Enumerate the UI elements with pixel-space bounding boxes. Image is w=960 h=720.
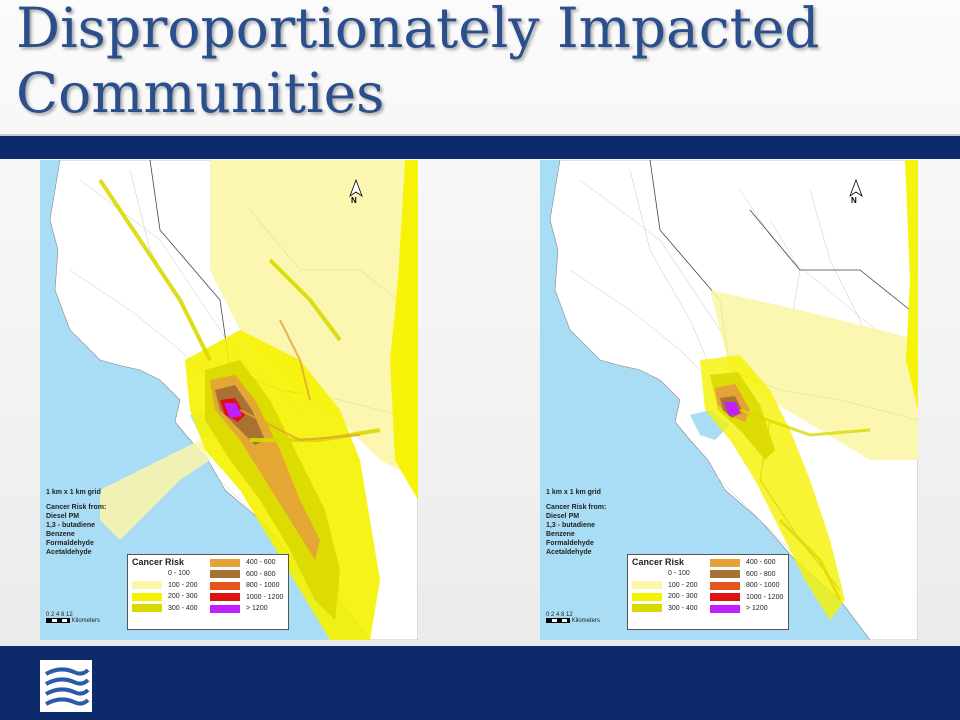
- legend-label: 600 - 800: [246, 570, 276, 578]
- legend-swatch: [710, 570, 740, 579]
- source-item: Acetaldehyde: [46, 549, 92, 556]
- slide-title-line2: Communities: [16, 61, 385, 125]
- legend-item: 200 - 300: [132, 591, 198, 603]
- legend-swatch: [210, 604, 240, 613]
- legend-swatch: [632, 581, 662, 590]
- legend-item: 100 - 200: [632, 580, 698, 592]
- cancer-risk-legend: Cancer Risk 0 - 100 100 - 200 200 - 300 …: [127, 554, 289, 630]
- source-item: Diesel PM: [546, 513, 580, 520]
- legend-swatch: [710, 604, 740, 613]
- legend-item: 300 - 400: [632, 603, 698, 615]
- source-item: 1,3 - butadiene: [46, 522, 96, 529]
- legend-label: 600 - 800: [746, 570, 776, 578]
- source-item: Formaldehyde: [546, 540, 594, 547]
- grid-label: 1 km x 1 km grid: [46, 489, 101, 496]
- source-item: Formaldehyde: [46, 540, 94, 547]
- source-heading: Cancer Risk from:: [546, 504, 607, 511]
- legend-item: 800 - 1000: [210, 580, 283, 592]
- legend-title: Cancer Risk: [132, 557, 185, 567]
- legend-swatch: [632, 592, 662, 601]
- legend-label: 0 - 100: [668, 570, 690, 578]
- legend-item: 800 - 1000: [710, 580, 783, 592]
- legend-label: > 1200: [246, 605, 268, 613]
- grid-label: 1 km x 1 km grid: [546, 489, 601, 496]
- source-item: 1,3 - butadiene: [546, 522, 596, 529]
- legend-swatch: [210, 593, 240, 602]
- scale-numbers: 0 2 4 8 12: [546, 612, 573, 618]
- scale-unit: Kilometers: [571, 618, 601, 625]
- legend-label: 300 - 400: [168, 604, 198, 612]
- legend-swatch: [132, 569, 162, 578]
- legend-item: > 1200: [210, 603, 283, 615]
- legend-swatch: [132, 581, 162, 590]
- legend-item: 0 - 100: [132, 568, 198, 580]
- scale-bar: 0 2 4 8 12 Kilometers: [46, 612, 100, 624]
- legend-label: > 1200: [746, 605, 768, 613]
- legend-label: 100 - 200: [168, 581, 198, 589]
- legend-item: 100 - 200: [132, 580, 198, 592]
- title-divider-bar: [0, 134, 960, 159]
- scale-bar-graphic: [546, 618, 570, 623]
- slide-title-line1: Disproportionately Impacted: [16, 0, 820, 60]
- legend-item: 600 - 800: [710, 569, 783, 581]
- legend-swatch: [710, 558, 740, 567]
- north-label: N: [345, 174, 367, 208]
- north-letter: N: [851, 196, 857, 205]
- legend-swatch: [710, 581, 740, 590]
- legend-label: 800 - 1000: [746, 582, 780, 590]
- legend-item: 400 - 600: [710, 557, 783, 569]
- legend-swatch: [132, 592, 162, 601]
- legend-item: 200 - 300: [632, 591, 698, 603]
- organization-logo-icon: [40, 660, 92, 712]
- scale-numbers: 0 2 4 8 12: [46, 612, 73, 618]
- map-notes: 1 km x 1 km grid Cancer Risk from: Diese…: [546, 488, 606, 557]
- legend-label: 800 - 1000: [246, 582, 280, 590]
- legend-label: 300 - 400: [668, 604, 698, 612]
- legend-label: 100 - 200: [668, 581, 698, 589]
- source-item: Benzene: [546, 531, 575, 538]
- legend-item: > 1200: [710, 603, 783, 615]
- north-label: N: [845, 174, 867, 208]
- legend-label: 1000 - 1200: [246, 593, 284, 601]
- north-letter: N: [351, 196, 357, 205]
- legend-title: Cancer Risk: [632, 557, 685, 567]
- legend-label: 200 - 300: [668, 593, 698, 601]
- source-item: Diesel PM: [46, 513, 80, 520]
- source-heading: Cancer Risk from:: [46, 504, 107, 511]
- slide-title: Disproportionately Impacted Communities: [16, 0, 916, 126]
- scale-unit: Kilometers: [71, 618, 101, 625]
- scale-bar: 0 2 4 8 12 Kilometers: [546, 612, 600, 624]
- legend-swatch: [210, 581, 240, 590]
- north-arrow-icon: [349, 178, 363, 198]
- source-item: Acetaldehyde: [546, 549, 592, 556]
- map-right-graphic: [549, 160, 918, 640]
- legend-item: 1000 - 1200: [710, 592, 783, 604]
- cancer-risk-legend: Cancer Risk 0 - 100 100 - 200 200 - 300 …: [627, 554, 789, 630]
- legend-item: 1000 - 1200: [210, 592, 283, 604]
- map-left-graphic: [49, 160, 418, 640]
- source-item: Benzene: [46, 531, 75, 538]
- legend-label: 0 - 100: [168, 570, 190, 578]
- legend-swatch: [210, 570, 240, 579]
- legend-item: 0 - 100: [632, 568, 698, 580]
- legend-label: 400 - 600: [746, 559, 776, 567]
- cancer-risk-map-right: N 1 km x 1 km grid Cancer Risk from: Die…: [540, 160, 918, 640]
- legend-item: 600 - 800: [210, 569, 283, 581]
- legend-label: 200 - 300: [168, 593, 198, 601]
- legend-swatch: [632, 569, 662, 578]
- legend-swatch: [710, 593, 740, 602]
- legend-swatch: [132, 604, 162, 613]
- legend-item: 400 - 600: [210, 557, 283, 569]
- legend-label: 1000 - 1200: [746, 593, 784, 601]
- cancer-risk-map-left: N 1 km x 1 km grid Cancer Risk from: Die…: [40, 160, 418, 640]
- legend-item: 300 - 400: [132, 603, 198, 615]
- footer-bar: [0, 646, 960, 720]
- legend-swatch: [210, 558, 240, 567]
- map-notes: 1 km x 1 km grid Cancer Risk from: Diese…: [46, 488, 106, 557]
- north-arrow-icon: [849, 178, 863, 198]
- scale-bar-graphic: [46, 618, 70, 623]
- legend-label: 400 - 600: [246, 559, 276, 567]
- legend-swatch: [632, 604, 662, 613]
